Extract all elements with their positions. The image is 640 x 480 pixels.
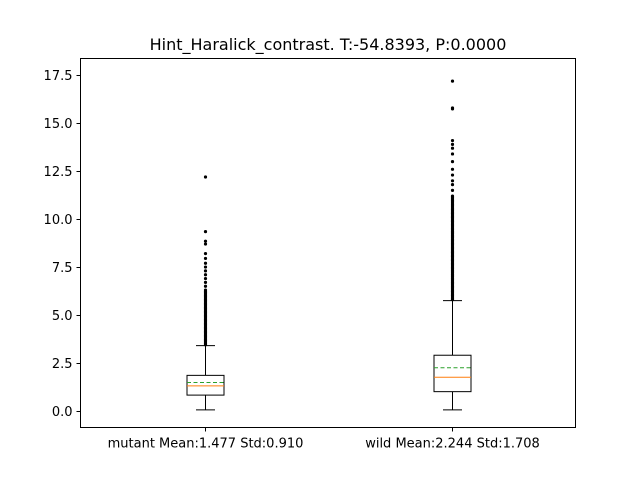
outlier-point (450, 188, 455, 192)
boxes-group (186, 79, 472, 411)
x-tick-label: wild Mean:2.244 Std:1.708 (365, 437, 540, 452)
outlier-point (450, 152, 455, 156)
box-1 (433, 79, 472, 411)
plot-area-frame (80, 58, 576, 428)
outlier-point (203, 229, 208, 234)
outlier-point (450, 194, 455, 198)
outlier-point (203, 265, 208, 269)
outlier-point (203, 273, 208, 277)
outlier-point (450, 167, 455, 171)
y-tick-label: 0.0 (52, 405, 73, 420)
outlier-point (203, 284, 208, 288)
outlier-point (450, 173, 455, 177)
y-tick-label: 2.5 (52, 357, 73, 372)
y-tick-label: 10.0 (44, 213, 73, 228)
outlier-point (203, 261, 208, 265)
outlier-point (450, 146, 455, 150)
outlier-point (203, 252, 208, 256)
chart-title: Hint_Haralick_contrast. T:-54.8393, P:0.… (150, 35, 507, 55)
y-tick-label: 17.5 (44, 69, 73, 84)
outlier-point (450, 79, 455, 83)
outlier-point (450, 106, 455, 110)
outlier-point (203, 239, 208, 243)
y-tick-label: 5.0 (52, 309, 73, 324)
outlier-point (203, 175, 208, 179)
outlier-point (203, 242, 208, 246)
outlier-point (450, 138, 455, 143)
y-tick-label: 15.0 (44, 117, 73, 132)
outlier-point (450, 160, 455, 164)
outlier-point (450, 179, 455, 183)
x-axis: mutant Mean:1.477 Std:0.910 wild Mean:2.2… (108, 427, 540, 452)
y-tick-label: 7.5 (52, 261, 73, 276)
y-axis: 0.0 2.5 5.0 7.5 10.0 12.5 15.0 17.5 (44, 69, 81, 420)
outlier-point (203, 276, 208, 281)
outlier-point (203, 256, 208, 261)
y-tick-label: 12.5 (44, 165, 73, 180)
outlier-point (450, 142, 455, 146)
outlier-point (203, 280, 208, 284)
outlier-point (203, 269, 208, 273)
box-0 (186, 175, 225, 411)
outlier-point (203, 288, 208, 292)
outlier-point (450, 183, 455, 187)
iqr-box (186, 374, 225, 396)
iqr-box (433, 354, 472, 393)
x-tick-label: mutant Mean:1.477 Std:0.910 (108, 437, 304, 452)
